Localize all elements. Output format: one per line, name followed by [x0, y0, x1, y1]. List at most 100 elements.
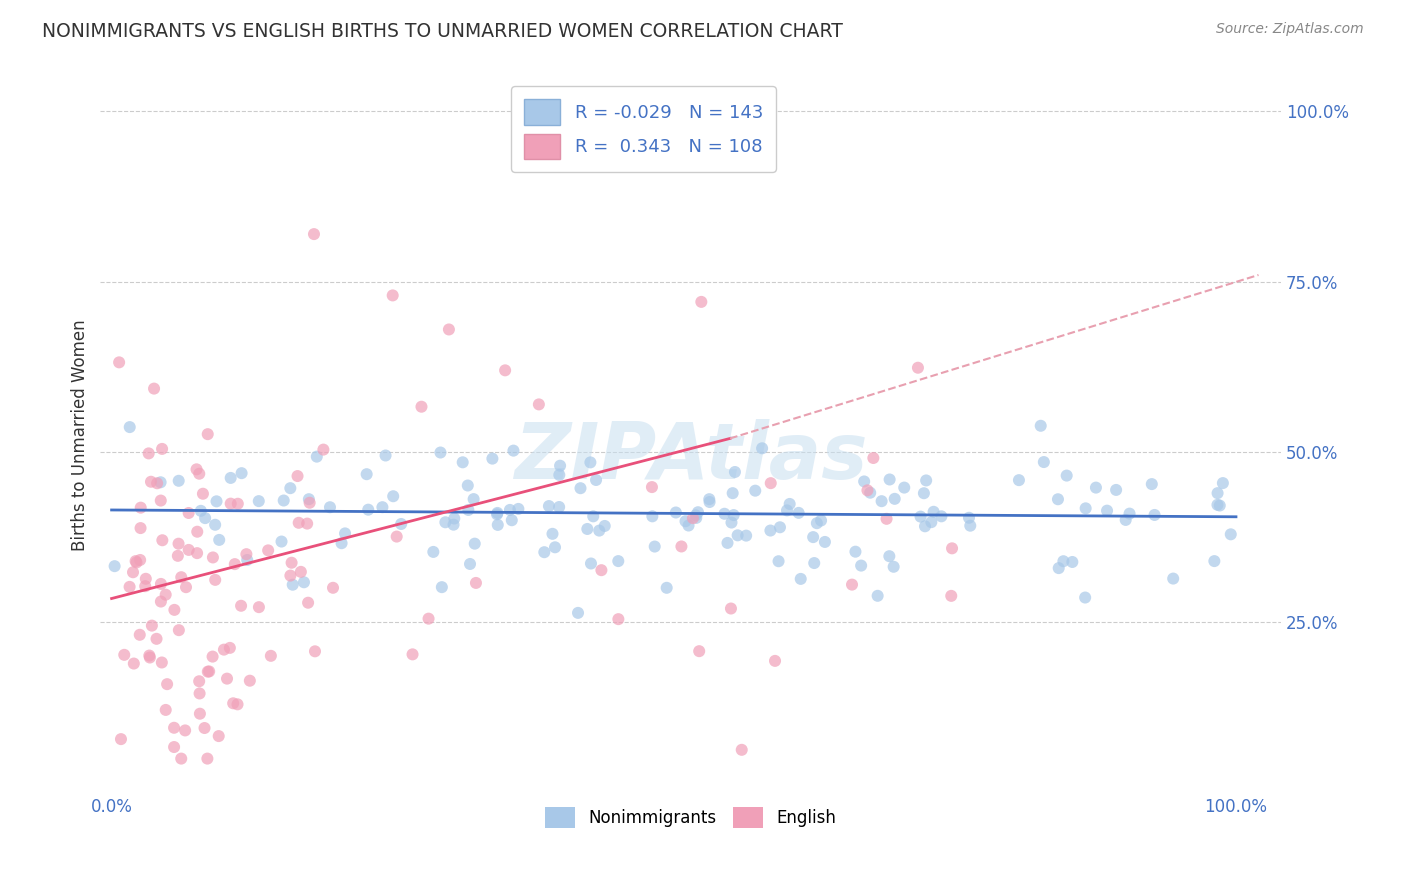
- Point: [280, 568, 302, 582]
- Point: [205, 494, 228, 508]
- Point: [139, 475, 162, 489]
- Point: [1032, 455, 1054, 469]
- Point: [155, 703, 177, 717]
- Point: [150, 442, 173, 456]
- Point: [588, 524, 610, 538]
- Point: [464, 536, 486, 550]
- Point: [579, 557, 602, 571]
- Point: [197, 427, 219, 442]
- Point: [194, 511, 217, 525]
- Point: [163, 603, 186, 617]
- Point: [731, 743, 754, 757]
- Point: [806, 516, 828, 531]
- Point: [548, 458, 571, 473]
- Point: [149, 493, 172, 508]
- Point: [170, 570, 193, 584]
- Point: [1046, 492, 1069, 507]
- Point: [862, 450, 884, 465]
- Point: [685, 511, 707, 525]
- Point: [212, 642, 235, 657]
- Point: [585, 473, 607, 487]
- Point: [544, 541, 567, 555]
- Point: [727, 528, 749, 542]
- Point: [141, 618, 163, 632]
- Point: [486, 517, 509, 532]
- Point: [422, 545, 444, 559]
- Point: [319, 500, 342, 515]
- Point: [1115, 513, 1137, 527]
- Point: [239, 673, 262, 688]
- Point: [1206, 486, 1229, 500]
- Point: [716, 536, 738, 550]
- Point: [457, 478, 479, 492]
- Point: [371, 500, 394, 515]
- Point: [1219, 527, 1241, 541]
- Point: [188, 467, 211, 481]
- Point: [451, 455, 474, 469]
- Y-axis label: Births to Unmarried Women: Births to Unmarried Women: [72, 319, 89, 551]
- Point: [143, 382, 166, 396]
- Point: [356, 467, 378, 482]
- Point: [576, 522, 599, 536]
- Point: [1047, 561, 1070, 575]
- Point: [229, 599, 252, 613]
- Point: [465, 576, 488, 591]
- Point: [607, 612, 630, 626]
- Point: [138, 648, 160, 663]
- Point: [810, 514, 832, 528]
- Point: [236, 553, 259, 567]
- Text: NONIMMIGRANTS VS ENGLISH BIRTHS TO UNMARRIED WOMEN CORRELATION CHART: NONIMMIGRANTS VS ENGLISH BIRTHS TO UNMAR…: [42, 22, 844, 41]
- Point: [699, 495, 721, 509]
- Point: [941, 589, 963, 603]
- Point: [357, 502, 380, 516]
- Point: [287, 516, 309, 530]
- Point: [110, 732, 132, 747]
- Point: [697, 492, 720, 507]
- Point: [941, 541, 963, 556]
- Point: [779, 497, 801, 511]
- Point: [685, 508, 707, 523]
- Point: [163, 721, 186, 735]
- Point: [1056, 468, 1078, 483]
- Point: [1209, 499, 1232, 513]
- Point: [434, 516, 457, 530]
- Point: [401, 648, 423, 662]
- Point: [226, 698, 249, 712]
- Point: [893, 481, 915, 495]
- Point: [322, 581, 344, 595]
- Point: [671, 540, 693, 554]
- Point: [170, 751, 193, 765]
- Point: [287, 469, 309, 483]
- Point: [222, 696, 245, 710]
- Point: [443, 511, 465, 525]
- Point: [149, 475, 172, 490]
- Point: [678, 518, 700, 533]
- Point: [186, 524, 208, 539]
- Point: [907, 360, 929, 375]
- Point: [803, 556, 825, 570]
- Point: [1008, 473, 1031, 487]
- Point: [112, 648, 135, 662]
- Point: [879, 549, 901, 564]
- Point: [129, 553, 152, 567]
- Point: [883, 559, 905, 574]
- Point: [297, 596, 319, 610]
- Point: [859, 485, 882, 500]
- Point: [186, 546, 208, 560]
- Point: [125, 556, 148, 570]
- Point: [430, 580, 453, 594]
- Point: [1074, 591, 1097, 605]
- Point: [208, 729, 231, 743]
- Point: [486, 506, 509, 520]
- Point: [876, 512, 898, 526]
- Point: [188, 674, 211, 689]
- Point: [224, 557, 246, 571]
- Point: [849, 558, 872, 573]
- Point: [481, 451, 503, 466]
- Point: [226, 497, 249, 511]
- Point: [374, 449, 396, 463]
- Point: [260, 648, 283, 663]
- Point: [381, 288, 404, 302]
- Point: [688, 644, 710, 658]
- Point: [931, 509, 953, 524]
